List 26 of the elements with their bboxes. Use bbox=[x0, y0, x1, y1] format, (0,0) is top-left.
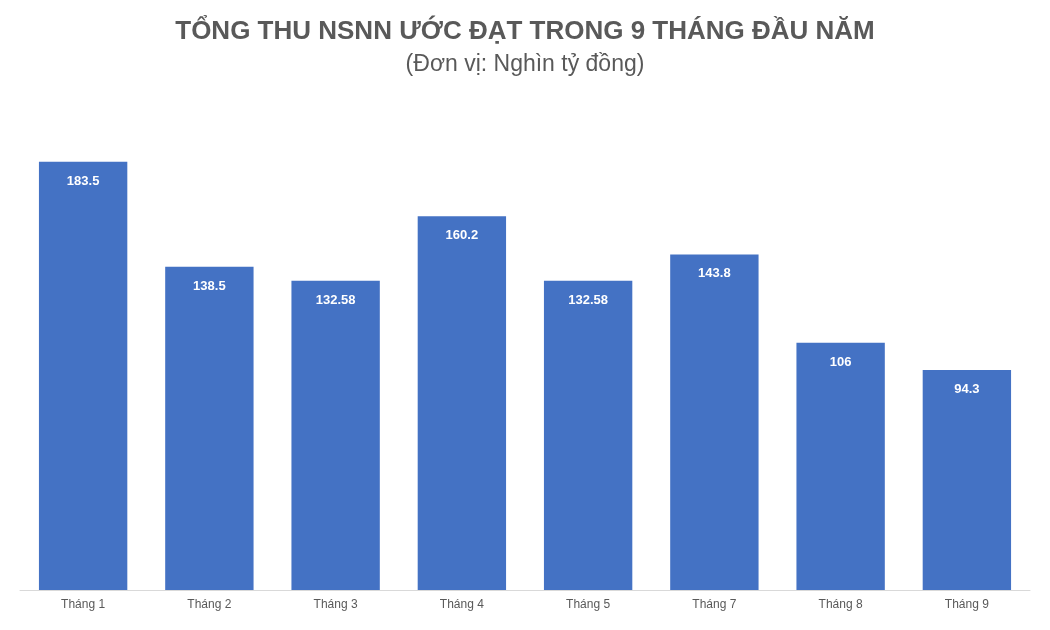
data-label: 183.5 bbox=[66, 172, 100, 188]
bar bbox=[417, 216, 507, 590]
bar bbox=[922, 369, 1012, 590]
bar bbox=[670, 254, 759, 590]
x-tick-label: Tháng 4 bbox=[439, 597, 485, 611]
x-tick-label: Tháng 5 bbox=[566, 597, 611, 611]
x-tick-label: Tháng 8 bbox=[818, 597, 863, 611]
data-label: 160.2 bbox=[445, 227, 479, 243]
bar bbox=[165, 266, 254, 590]
data-label: 132.58 bbox=[568, 291, 609, 307]
data-label: 138.5 bbox=[193, 277, 226, 293]
data-label: 143.8 bbox=[698, 265, 731, 281]
bar bbox=[543, 280, 633, 590]
bar bbox=[796, 342, 885, 590]
chart-subtitle: (Đơn vị: Nghìn tỷ đồng) bbox=[405, 49, 645, 76]
x-tick-label: Tháng 9 bbox=[944, 597, 990, 611]
x-tick-label: Tháng 1 bbox=[61, 597, 106, 611]
bar bbox=[291, 280, 380, 590]
x-tick-label: Tháng 3 bbox=[313, 597, 358, 611]
chart-title: TỔNG THU NSNN ƯỚC ĐẠT TRONG 9 THÁNG ĐẦU NĂM bbox=[175, 15, 875, 45]
data-label: 106 bbox=[829, 353, 852, 369]
x-tick-label: Tháng 2 bbox=[187, 597, 232, 611]
x-tick-label: Tháng 7 bbox=[692, 597, 737, 611]
data-label: 94.3 bbox=[954, 380, 980, 396]
bar bbox=[38, 161, 128, 590]
data-label: 132.58 bbox=[315, 291, 356, 307]
